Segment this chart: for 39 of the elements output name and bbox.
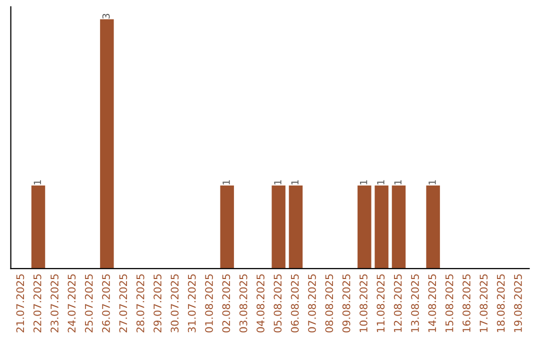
x-tick-label: 27.07.2025 <box>119 274 128 332</box>
x-tick-label: 08.08.2025 <box>325 274 334 332</box>
x-tick-label: 19.08.2025 <box>514 274 522 332</box>
x-tick-label: 12.08.2025 <box>394 274 402 332</box>
x-tick-label: 14.08.2025 <box>428 274 436 332</box>
data-label: 1 <box>377 180 384 184</box>
data-label: 1 <box>394 180 402 184</box>
x-tick-label: 13.08.2025 <box>411 274 419 332</box>
data-label: 1 <box>34 180 41 184</box>
x-tick-label: 17.08.2025 <box>480 274 488 332</box>
data-label: 1 <box>428 180 436 184</box>
x-tick-label: 25.07.2025 <box>84 274 93 332</box>
x-tick-label: 03.08.2025 <box>239 274 248 332</box>
data-label: 3 <box>102 14 110 19</box>
x-tick-label: 24.07.2025 <box>68 274 76 332</box>
x-tick-label: 02.08.2025 <box>222 274 230 332</box>
x-tick-label: 23.07.2025 <box>50 274 58 332</box>
x-tick-label: 29.07.2025 <box>154 274 162 332</box>
x-tick-label: 21.07.2025 <box>16 274 24 332</box>
x-tick-label: 31.07.2025 <box>188 274 196 332</box>
x-tick-label: 06.08.2025 <box>290 274 299 332</box>
x-tick-label: 18.08.2025 <box>496 274 505 332</box>
x-tick-label: 10.08.2025 <box>360 274 368 332</box>
x-tick-label: 01.08.2025 <box>205 274 213 332</box>
x-tick-label: 30.07.2025 <box>170 274 179 332</box>
data-label: 1 <box>291 180 298 184</box>
x-tick-label: 07.08.2025 <box>308 274 316 332</box>
data-label: 1 <box>222 180 230 184</box>
x-tick-label: 09.08.2025 <box>342 274 350 332</box>
x-tick-label: 22.07.2025 <box>33 274 42 332</box>
x-tick-label: 15.08.2025 <box>445 274 454 332</box>
x-tick-label: 16.08.2025 <box>462 274 470 332</box>
x-tick-label: 28.07.2025 <box>136 274 144 332</box>
x-tick-label: 04.08.2025 <box>256 274 264 332</box>
data-label: 1 <box>274 180 282 184</box>
x-tick-label: 11.08.2025 <box>376 274 385 332</box>
x-tick-label: 26.07.2025 <box>102 274 110 332</box>
data-label: 1 <box>360 180 368 184</box>
x-tick-label: 05.08.2025 <box>274 274 282 332</box>
